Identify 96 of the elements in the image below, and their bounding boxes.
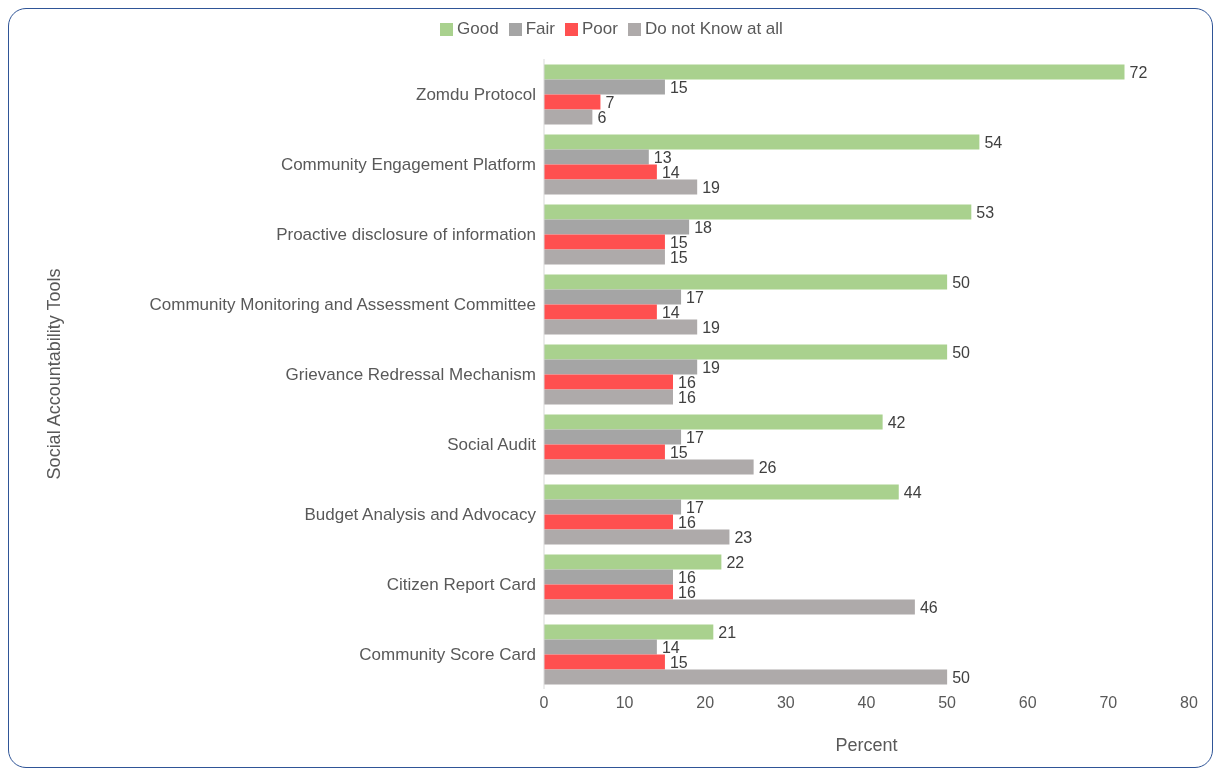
bar bbox=[544, 374, 673, 390]
data-label: 16 bbox=[678, 388, 696, 406]
bar bbox=[544, 599, 915, 615]
data-label: 15 bbox=[669, 653, 688, 671]
legend-label: Good bbox=[457, 19, 499, 38]
bar bbox=[544, 274, 948, 290]
bar bbox=[544, 304, 657, 320]
data-label: 22 bbox=[726, 553, 745, 571]
y-tick-label: Citizen Report Card bbox=[386, 575, 536, 595]
data-label: 50 bbox=[952, 273, 971, 291]
data-label: 17 bbox=[686, 498, 704, 516]
bar bbox=[544, 94, 601, 110]
bar bbox=[544, 79, 665, 95]
bar bbox=[544, 149, 649, 165]
data-label: 17 bbox=[686, 428, 704, 446]
y-tick-label: Budget Analysis and Advocacy bbox=[304, 505, 537, 525]
data-label: 72 bbox=[1129, 63, 1148, 81]
data-label: 42 bbox=[887, 413, 906, 431]
x-axis-title: Percent bbox=[835, 735, 898, 755]
bar bbox=[544, 654, 665, 670]
bar bbox=[544, 134, 980, 150]
bar bbox=[544, 669, 948, 685]
data-label: 15 bbox=[669, 443, 688, 461]
x-tick-label: 0 bbox=[539, 694, 549, 712]
data-label: 14 bbox=[661, 303, 680, 321]
data-label: 19 bbox=[702, 358, 721, 376]
data-label: 18 bbox=[694, 218, 713, 236]
x-tick-label: 60 bbox=[1018, 694, 1037, 712]
bar bbox=[544, 344, 948, 360]
bar bbox=[544, 249, 665, 265]
bar bbox=[544, 514, 673, 530]
bar bbox=[544, 64, 1125, 80]
data-label: 16 bbox=[678, 513, 696, 531]
data-label: 16 bbox=[678, 373, 696, 391]
data-label: 46 bbox=[919, 598, 938, 616]
bar bbox=[544, 429, 682, 445]
bar bbox=[544, 639, 657, 655]
bar bbox=[544, 219, 690, 235]
y-axis-title: Social Accountability Tools bbox=[44, 268, 65, 480]
bar bbox=[544, 554, 722, 570]
x-tick-label: 40 bbox=[857, 694, 876, 712]
data-label: 15 bbox=[669, 233, 688, 251]
y-tick-label: Community Score Card bbox=[359, 645, 536, 665]
bar bbox=[544, 164, 657, 180]
data-label: 19 bbox=[702, 178, 721, 196]
data-label: 50 bbox=[952, 668, 971, 686]
data-label: 16 bbox=[678, 568, 696, 586]
bar bbox=[544, 499, 682, 515]
legend-label: Poor bbox=[581, 19, 618, 38]
x-tick-label: 30 bbox=[776, 694, 795, 712]
x-tick-label: 70 bbox=[1099, 694, 1118, 712]
data-label: 50 bbox=[952, 343, 971, 361]
data-label: 54 bbox=[984, 133, 1003, 151]
data-label: 19 bbox=[702, 318, 721, 336]
data-label: 44 bbox=[903, 483, 922, 501]
bar bbox=[544, 319, 698, 335]
y-tick-label: Community Engagement Platform bbox=[280, 155, 536, 175]
data-label: 26 bbox=[758, 458, 777, 476]
x-tick-label: 50 bbox=[938, 694, 957, 712]
bar bbox=[544, 179, 698, 195]
data-label: 16 bbox=[678, 583, 696, 601]
bar bbox=[544, 204, 972, 220]
bar bbox=[544, 584, 673, 600]
bar bbox=[544, 109, 593, 125]
data-label: 17 bbox=[686, 288, 704, 306]
x-tick-label: 80 bbox=[1180, 694, 1198, 712]
y-tick-label: Zomdu Protocol bbox=[416, 85, 536, 105]
bar bbox=[544, 459, 754, 475]
bar bbox=[544, 289, 682, 305]
data-label: 14 bbox=[661, 638, 680, 656]
y-tick-label: Community Monitoring and Assessment Committee bbox=[149, 295, 536, 315]
bar bbox=[544, 484, 899, 500]
bar bbox=[544, 529, 730, 545]
bar bbox=[544, 624, 714, 640]
x-tick-label: 20 bbox=[696, 694, 715, 712]
y-tick-label: Grievance Redressal Mechanism bbox=[285, 365, 536, 385]
bar bbox=[544, 414, 883, 430]
data-label: 7 bbox=[605, 93, 615, 111]
data-label: 6 bbox=[597, 108, 607, 126]
bar bbox=[544, 569, 673, 585]
legend-label: Fair bbox=[525, 19, 555, 38]
bar bbox=[544, 359, 698, 375]
x-tick-label: 10 bbox=[615, 694, 634, 712]
data-label: 13 bbox=[653, 148, 672, 166]
bar bbox=[544, 444, 665, 460]
data-label: 53 bbox=[976, 203, 995, 221]
legend-label: Do not Know at all bbox=[644, 19, 783, 38]
y-tick-label: Social Audit bbox=[447, 435, 537, 455]
bar bbox=[544, 389, 673, 405]
data-label: 21 bbox=[718, 623, 737, 641]
y-tick-label: Proactive disclosure of information bbox=[276, 225, 536, 245]
data-label: 15 bbox=[669, 78, 688, 96]
data-label: 15 bbox=[669, 248, 688, 266]
data-label: 23 bbox=[734, 528, 753, 546]
bar bbox=[544, 234, 665, 250]
data-label: 14 bbox=[661, 163, 680, 181]
